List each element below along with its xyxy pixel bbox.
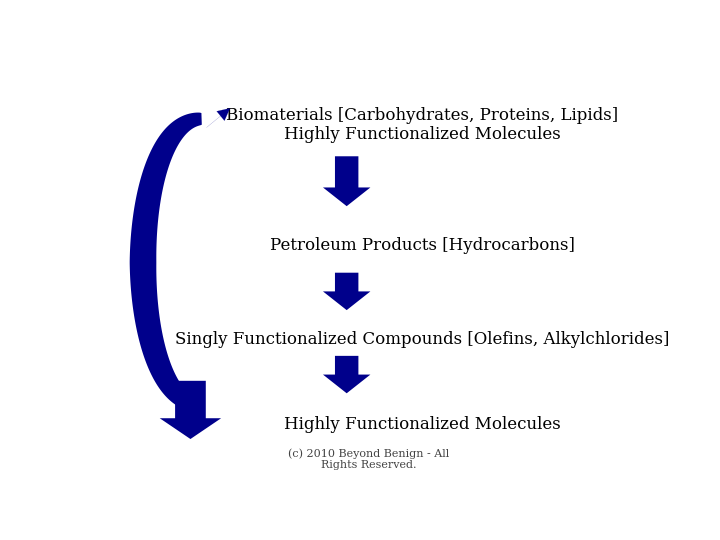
Polygon shape (323, 273, 370, 310)
Polygon shape (160, 381, 221, 439)
Text: Petroleum Products [Hydrocarbons]: Petroleum Products [Hydrocarbons] (269, 237, 575, 254)
Polygon shape (323, 356, 370, 393)
Text: (c) 2010 Beyond Benign - All
Rights Reserved.: (c) 2010 Beyond Benign - All Rights Rese… (289, 448, 449, 470)
Polygon shape (130, 112, 202, 412)
Text: Biomaterials [Carbohydrates, Proteins, Lipids]
Highly Functionalized Molecules: Biomaterials [Carbohydrates, Proteins, L… (226, 107, 618, 144)
Text: Singly Functionalized Compounds [Olefins, Alkylchlorides]: Singly Functionalized Compounds [Olefins… (175, 330, 669, 348)
Polygon shape (323, 156, 370, 206)
Text: Highly Functionalized Molecules: Highly Functionalized Molecules (284, 416, 560, 433)
